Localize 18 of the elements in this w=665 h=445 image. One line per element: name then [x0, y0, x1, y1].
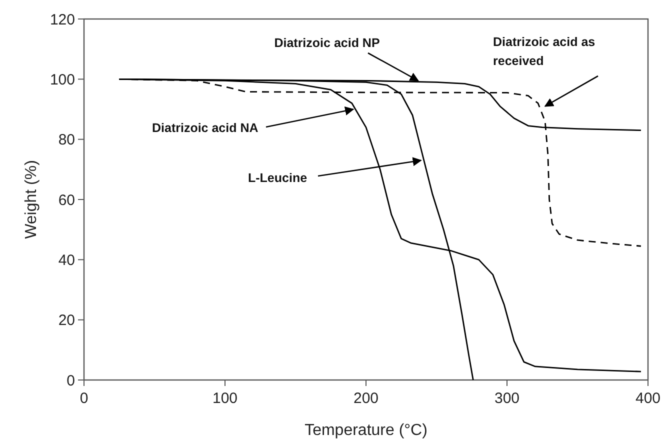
- y-tick-label: 40: [58, 252, 75, 269]
- y-tick-label: 20: [58, 312, 75, 330]
- x-tick-label: 100: [212, 390, 238, 407]
- x-tick-label: 200: [353, 390, 379, 407]
- x-axis-title: Temperature (°C): [304, 422, 428, 439]
- annotation: Diatrizoic acid as received: [493, 35, 596, 68]
- y-tick-label: 0: [66, 372, 75, 390]
- y-tick-label: 80: [58, 132, 75, 149]
- annotation: L-Leucine: [248, 171, 308, 185]
- y-tick-label: 100: [50, 71, 75, 88]
- y-tick-label: 120: [50, 11, 75, 28]
- y-axis-title: Weight (%): [23, 160, 40, 239]
- y-tick-label: 60: [58, 192, 75, 209]
- x-tick-label: 400: [635, 390, 661, 407]
- x-tick-label: 300: [494, 390, 520, 407]
- annotation: Diatrizoic acid NA: [152, 121, 258, 135]
- annotation: Diatrizoic acid NP: [274, 36, 380, 50]
- x-tick-label: 0: [80, 390, 88, 407]
